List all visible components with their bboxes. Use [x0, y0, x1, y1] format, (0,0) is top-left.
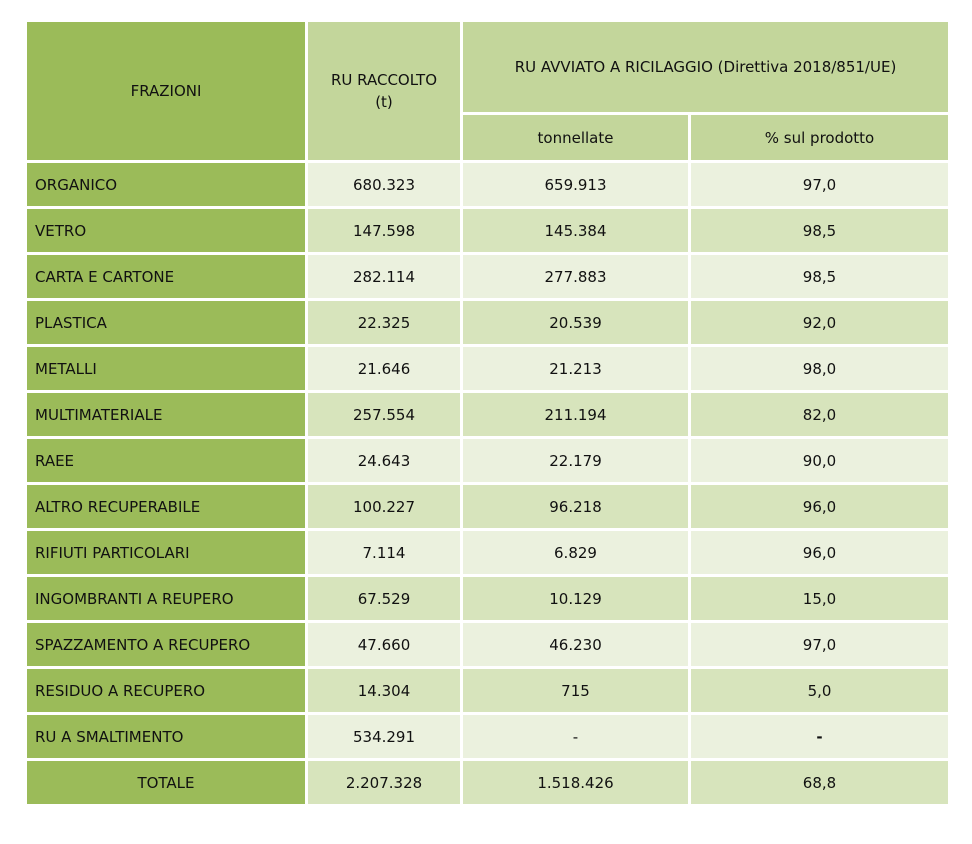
percento-cell: 98,5: [691, 255, 948, 298]
table-row: METALLI 21.646 21.213 98,0: [27, 347, 948, 390]
ru-raccolto-cell: 2.207.328: [308, 761, 460, 804]
table-row: PLASTICA 22.325 20.539 92,0: [27, 301, 948, 344]
row-label-cell: PLASTICA: [27, 301, 305, 344]
header-frazioni: FRAZIONI: [27, 22, 305, 160]
ru-raccolto-cell: 67.529: [308, 577, 460, 620]
ru-raccolto-cell: 22.325: [308, 301, 460, 344]
tonnellate-cell: 6.829: [463, 531, 688, 574]
percento-cell: 92,0: [691, 301, 948, 344]
table-row: RU A SMALTIMENTO 534.291- -: [27, 715, 948, 758]
table-row: RESIDUO A RECUPERO 14.304 715 5,0: [27, 669, 948, 712]
tonnellate-cell: 10.129: [463, 577, 688, 620]
ru-raccolto-cell: 47.660: [308, 623, 460, 666]
header-percento-sul-prodotto: % sul prodotto: [691, 115, 948, 160]
row-label-cell: SPAZZAMENTO A RECUPERO: [27, 623, 305, 666]
table-row: ALTRO RECUPERABILE 100.227 96.218 96,0: [27, 485, 948, 528]
percento-cell: 96,0: [691, 485, 948, 528]
tonnellate-cell: 277.883: [463, 255, 688, 298]
table-row: SPAZZAMENTO A RECUPERO 47.660 46.230 97,0: [27, 623, 948, 666]
ru-raccolto-cell: 100.227: [308, 485, 460, 528]
tonnellate-cell: 22.179: [463, 439, 688, 482]
total-row: TOTALE 2.207.328 1.518.426 68,8: [27, 761, 948, 804]
tonnellate-cell: 715: [463, 669, 688, 712]
waste-recycling-table: FRAZIONI RU RACCOLTO (t) RU AVVIATO A RI…: [24, 19, 951, 807]
tonnellate-cell: 21.213: [463, 347, 688, 390]
tonnellate-cell: 1.518.426: [463, 761, 688, 804]
percento-cell: 90,0: [691, 439, 948, 482]
percento-cell: 82,0: [691, 393, 948, 436]
header-ru-raccolto: RU RACCOLTO (t): [308, 22, 460, 160]
row-label-cell: METALLI: [27, 347, 305, 390]
ru-raccolto-cell: 257.554: [308, 393, 460, 436]
tonnellate-cell: 211.194: [463, 393, 688, 436]
row-label-cell: INGOMBRANTI A REUPERO: [27, 577, 305, 620]
tonnellate-cell: 659.913: [463, 163, 688, 206]
row-label-cell: RESIDUO A RECUPERO: [27, 669, 305, 712]
row-label-cell: RAEE: [27, 439, 305, 482]
percento-cell: -: [691, 715, 948, 758]
row-label-cell: RIFIUTI PARTICOLARI: [27, 531, 305, 574]
ru-raccolto-cell: 24.643: [308, 439, 460, 482]
header-ru-avviato: RU AVVIATO A RICILAGGIO (Direttiva 2018/…: [463, 22, 948, 112]
row-label-cell: CARTA E CARTONE: [27, 255, 305, 298]
ru-raccolto-cell: 7.114: [308, 531, 460, 574]
tonnellate-cell: 20.539: [463, 301, 688, 344]
tonnellate-cell: 145.384: [463, 209, 688, 252]
table-row: RAEE 24.643 22.179 90,0: [27, 439, 948, 482]
percento-cell: 5,0: [691, 669, 948, 712]
table-row: INGOMBRANTI A REUPERO 67.529 10.129 15,0: [27, 577, 948, 620]
row-label-cell: ORGANICO: [27, 163, 305, 206]
row-label-cell: MULTIMATERIALE: [27, 393, 305, 436]
tonnellate-cell: 96.218: [463, 485, 688, 528]
percento-cell: 98,5: [691, 209, 948, 252]
tonnellate-cell: -: [463, 715, 688, 758]
percento-cell: 98,0: [691, 347, 948, 390]
table-row: ORGANICO 680.323 659.913 97,0: [27, 163, 948, 206]
ru-raccolto-cell: 534.291: [308, 715, 460, 758]
percento-cell: 97,0: [691, 623, 948, 666]
ru-raccolto-cell: 680.323: [308, 163, 460, 206]
table-row: MULTIMATERIALE 257.554 211.194 82,0: [27, 393, 948, 436]
header-tonnellate: tonnellate: [463, 115, 688, 160]
table-row: CARTA E CARTONE 282.114 277.883 98,5: [27, 255, 948, 298]
row-label-cell: ALTRO RECUPERABILE: [27, 485, 305, 528]
tonnellate-cell: 46.230: [463, 623, 688, 666]
ru-raccolto-cell: 282.114: [308, 255, 460, 298]
percento-cell: 15,0: [691, 577, 948, 620]
percento-cell: 97,0: [691, 163, 948, 206]
percento-cell: 96,0: [691, 531, 948, 574]
ru-raccolto-cell: 14.304: [308, 669, 460, 712]
row-label-cell: RU A SMALTIMENTO: [27, 715, 305, 758]
percento-cell: 68,8: [691, 761, 948, 804]
table-row: VETRO 147.598 145.384 98,5: [27, 209, 948, 252]
row-label-cell: TOTALE: [27, 761, 305, 804]
table-body: ORGANICO 680.323 659.913 97,0 VETRO 147.598 14…: [27, 163, 948, 804]
ru-raccolto-cell: 147.598: [308, 209, 460, 252]
table-row: RIFIUTI PARTICOLARI 7.114 6.829 96,0: [27, 531, 948, 574]
row-label-cell: VETRO: [27, 209, 305, 252]
ru-raccolto-cell: 21.646: [308, 347, 460, 390]
table-header: FRAZIONI RU RACCOLTO (t) RU AVVIATO A RI…: [27, 22, 948, 160]
